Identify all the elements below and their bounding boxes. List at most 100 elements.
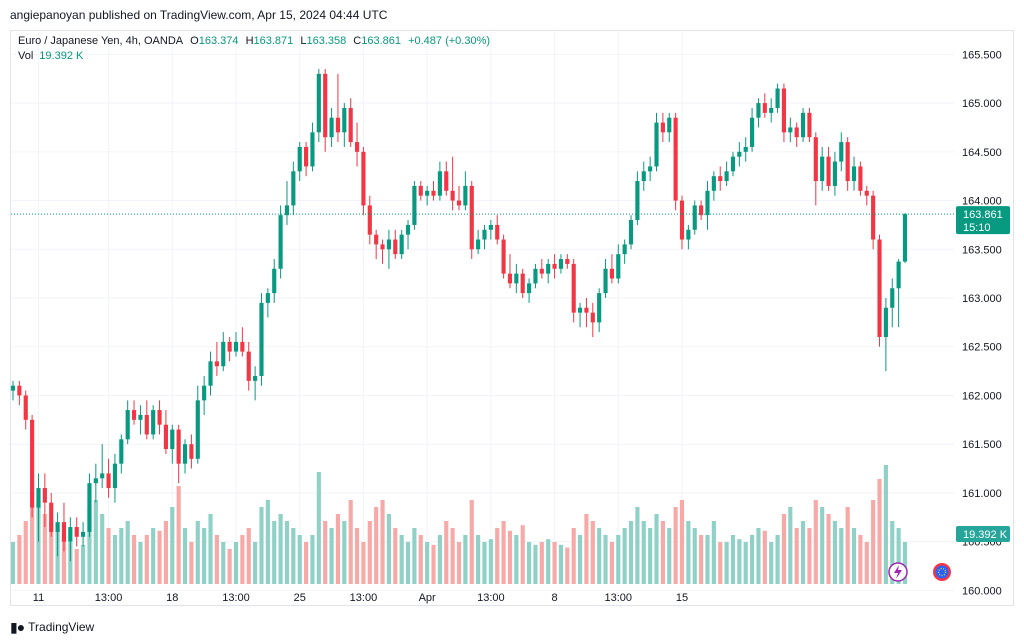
candle-body	[469, 185, 474, 250]
volume-bar	[495, 528, 500, 584]
candle-body	[138, 414, 143, 420]
volume-bar	[488, 539, 493, 584]
volume-bar	[259, 507, 264, 584]
volume-bar	[93, 500, 98, 584]
candle-body	[374, 234, 379, 245]
volume-bar	[539, 542, 544, 584]
volume-bar	[565, 547, 570, 584]
volume-bar	[590, 521, 595, 584]
volume-bar	[558, 544, 564, 584]
price-tag: 163.861 15:10	[956, 206, 1010, 235]
volume-bar	[380, 500, 385, 584]
candle-body	[737, 151, 742, 157]
volume-bar	[291, 528, 296, 584]
candle-body	[157, 410, 162, 425]
candle-body	[527, 283, 532, 294]
candle-body	[81, 531, 86, 537]
chart-legend: Euro / Japanese Yen, 4h, OANDA O163.374 …	[18, 34, 490, 64]
volume-bars	[10, 465, 908, 584]
candle-body	[74, 527, 79, 537]
lightning-icon[interactable]	[888, 562, 908, 582]
candle-body	[361, 151, 366, 206]
candle-body	[565, 259, 570, 264]
volume-bar	[762, 530, 767, 584]
x-tick-label: 13:00	[477, 592, 505, 604]
volume-bar	[890, 521, 895, 584]
y-tick-label: 164.000	[962, 196, 1002, 208]
volume-bar	[501, 521, 506, 584]
volume-bar	[68, 542, 73, 584]
volume-bar	[418, 535, 423, 584]
candle-body	[769, 107, 774, 113]
volume-bar	[902, 542, 908, 584]
y-tick-label: 162.000	[962, 390, 1002, 402]
volume-bar	[858, 535, 863, 584]
volume-bar	[74, 549, 79, 584]
volume-bar	[851, 528, 857, 584]
candle-body	[794, 127, 799, 138]
volume-bar	[546, 539, 551, 584]
candle-body	[227, 341, 232, 352]
x-tick-label: 25	[294, 592, 306, 604]
candle-body	[476, 239, 481, 250]
candle-body	[743, 146, 748, 152]
volume-bar	[641, 521, 646, 584]
candle-body	[877, 239, 882, 337]
volume-bar	[49, 521, 54, 584]
volume-bar	[673, 507, 678, 584]
volume-bar	[750, 535, 755, 584]
volume-bar	[87, 507, 92, 584]
volume-bar	[718, 542, 723, 584]
candle-body	[176, 429, 181, 464]
volume-bar	[552, 542, 557, 584]
y-tick-label: 164.500	[962, 147, 1002, 159]
volume-tag: 19.392 K	[956, 526, 1010, 542]
candle-body	[463, 185, 468, 206]
volume-bar	[450, 528, 455, 584]
volume-bar	[756, 528, 761, 584]
volume-bar	[660, 521, 665, 584]
eu-flag-icon[interactable]	[933, 563, 951, 581]
volume-bar	[170, 507, 175, 584]
candle-body	[329, 117, 334, 138]
low-label: L	[300, 35, 307, 47]
volume-tag-text: 19.392 K	[963, 529, 1008, 541]
volume-bar	[469, 500, 474, 584]
candle-body	[195, 400, 200, 459]
volume-bar	[214, 535, 219, 584]
symbol-title[interactable]: Euro / Japanese Yen, 4h, OANDA	[18, 35, 184, 47]
volume-bar	[265, 500, 270, 584]
candle-body	[788, 127, 793, 133]
candle-body	[253, 375, 258, 381]
candle-body	[437, 171, 442, 196]
volume-bar	[839, 528, 844, 584]
candle-body	[291, 171, 296, 206]
candle-body	[399, 234, 404, 255]
volume-bar	[323, 521, 328, 584]
candle-body	[380, 244, 385, 250]
candle-body	[87, 483, 92, 532]
candle-body	[36, 488, 41, 508]
candle-body	[533, 268, 538, 284]
candle-body	[418, 185, 423, 196]
volume-bar	[131, 535, 137, 584]
candle-body	[278, 215, 283, 269]
volume-bar	[775, 535, 780, 584]
volume-bar	[253, 542, 258, 584]
candle-body	[641, 171, 646, 182]
price-tag-price: 163.861	[963, 209, 1003, 221]
volume-bar	[405, 542, 411, 584]
candle-body	[883, 307, 888, 337]
volume-bar	[278, 514, 283, 584]
volume-bar	[182, 528, 188, 584]
candle-body	[501, 239, 506, 274]
candle-body	[221, 341, 226, 367]
x-tick-label: 13:00	[350, 592, 378, 604]
candle-body	[552, 263, 557, 269]
footer-branding: ▮● TradingView	[10, 617, 94, 637]
volume-bar	[807, 528, 812, 584]
candle-body	[756, 103, 761, 118]
volume-bar	[800, 521, 806, 584]
brand-name: TradingView	[28, 620, 95, 634]
